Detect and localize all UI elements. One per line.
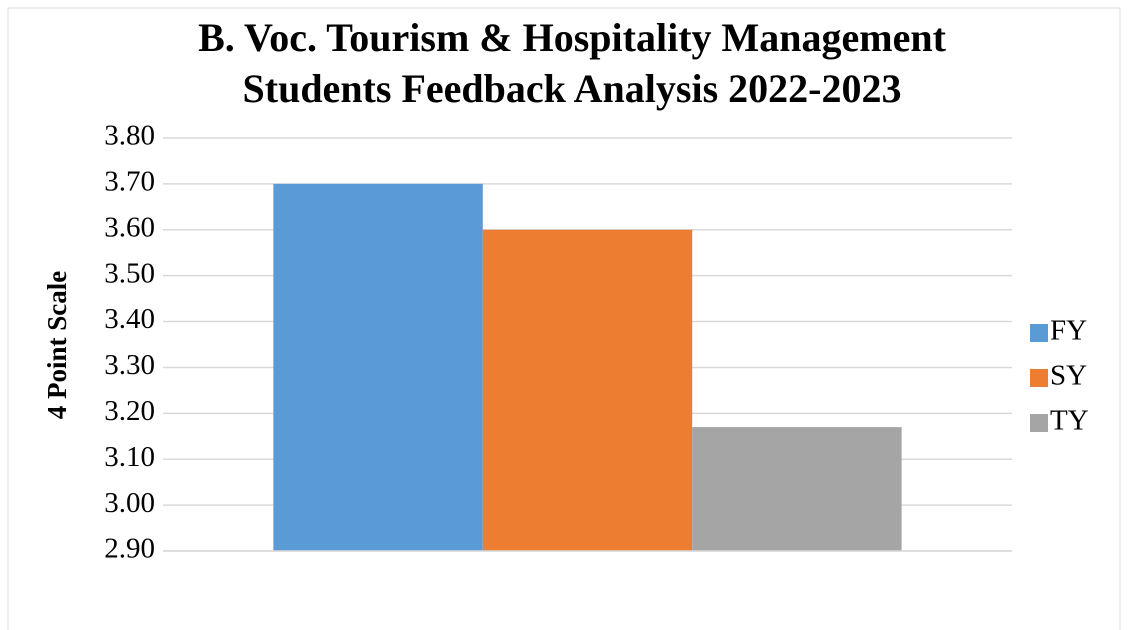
y-tick-label: 3.60	[104, 211, 155, 243]
chart-title: B. Voc. Tourism & Hospitality Management	[198, 15, 947, 60]
y-tick-label: 2.90	[104, 533, 155, 565]
y-tick-label: 3.00	[104, 487, 155, 519]
bar	[482, 229, 693, 551]
chart-title: Students Feedback Analysis 2022-2023	[243, 66, 902, 111]
bar	[692, 427, 902, 551]
legend-label: TY	[1050, 405, 1089, 437]
legend-swatch	[1030, 324, 1048, 342]
y-tick-label: 3.30	[104, 349, 155, 381]
bar	[273, 183, 483, 551]
y-tick-label: 3.70	[104, 166, 155, 198]
legend-swatch	[1030, 369, 1048, 387]
y-tick-label: 3.20	[104, 395, 155, 427]
legend-swatch	[1030, 414, 1048, 432]
legend-label: FY	[1050, 315, 1087, 347]
y-axis-label: 4 Point Scale	[42, 271, 72, 420]
y-tick-label: 3.10	[104, 441, 155, 473]
y-tick-label: 3.80	[104, 120, 155, 152]
legend-label: SY	[1050, 360, 1087, 392]
y-tick-label: 3.50	[104, 257, 155, 289]
y-tick-label: 3.40	[104, 303, 155, 335]
